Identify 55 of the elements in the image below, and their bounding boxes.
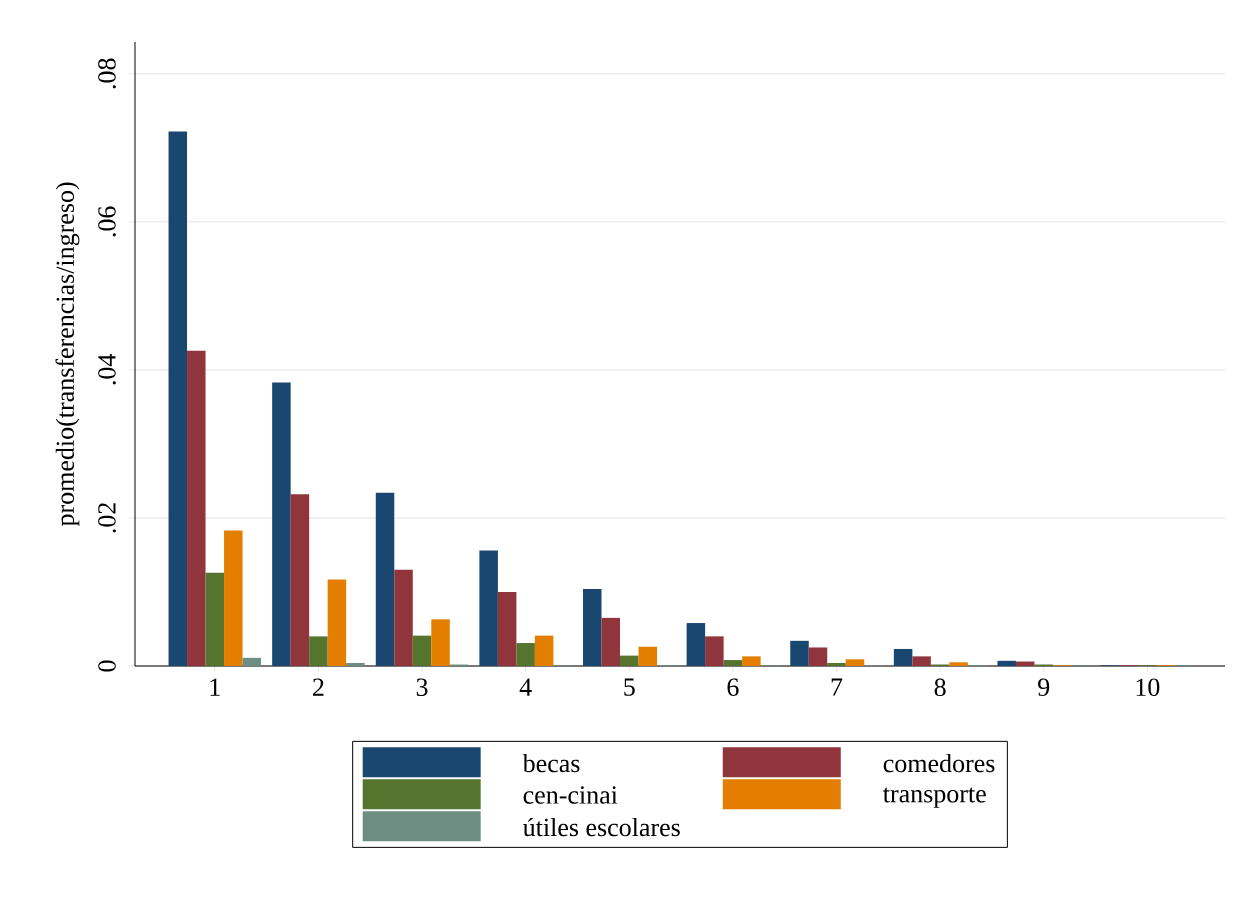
y-axis-title: promedio(transferencias/ingreso): [55, 182, 80, 527]
bar: [431, 619, 450, 666]
bar: [394, 569, 413, 666]
bar: [845, 659, 865, 666]
bar: [497, 591, 517, 666]
y-tick-label: .02: [98, 503, 116, 533]
bar: [242, 657, 262, 666]
y-tick-label: 0: [98, 660, 116, 672]
legend-label: útiles escolares: [523, 817, 680, 837]
bar: [583, 589, 602, 666]
x-tick-label: 4: [519, 678, 532, 696]
x-tick-label: 7: [831, 678, 843, 696]
bar: [412, 635, 432, 666]
y-tick-label: .04: [98, 354, 116, 385]
bar: [375, 492, 395, 666]
x-tick-label: 10: [1136, 678, 1160, 697]
x-tick-label: 6: [727, 678, 739, 696]
bar: [290, 494, 310, 666]
bar: [827, 663, 846, 666]
bar: [534, 635, 554, 666]
y-tick-label: .08: [98, 58, 116, 89]
legend-label: transporte: [883, 787, 986, 808]
bar: [346, 663, 365, 666]
legend-label: becas: [522, 753, 580, 773]
bar: [997, 660, 1016, 666]
bar: [168, 131, 188, 666]
x-tick-label: 3: [416, 678, 428, 696]
x-tick-label: 2: [313, 678, 324, 696]
bar: [479, 550, 498, 666]
bar: [949, 662, 968, 666]
bar: [187, 350, 206, 666]
bar: [516, 643, 535, 666]
bar: [224, 530, 243, 666]
bar: [705, 636, 724, 666]
bar: [808, 647, 828, 666]
bar: [205, 572, 225, 666]
x-tick-label: 5: [624, 678, 635, 696]
bar: [601, 617, 621, 666]
x-tick-label: 8: [934, 678, 946, 697]
x-tick-label: 1: [210, 678, 220, 696]
bar: [723, 660, 743, 666]
y-tick-label: .06: [98, 206, 116, 237]
bar: [686, 623, 706, 666]
bar: [272, 382, 291, 666]
bar: [620, 655, 639, 666]
bar: [309, 636, 328, 666]
legend-label: cen-cinai: [523, 786, 618, 804]
x-tick-label: 9: [1038, 678, 1050, 696]
bar: [742, 656, 761, 666]
bar: [790, 640, 809, 666]
legend-label: comedores: [883, 753, 995, 773]
bar: [912, 656, 931, 666]
bar: [893, 648, 913, 666]
bar: [327, 579, 347, 666]
bar: [638, 646, 658, 666]
